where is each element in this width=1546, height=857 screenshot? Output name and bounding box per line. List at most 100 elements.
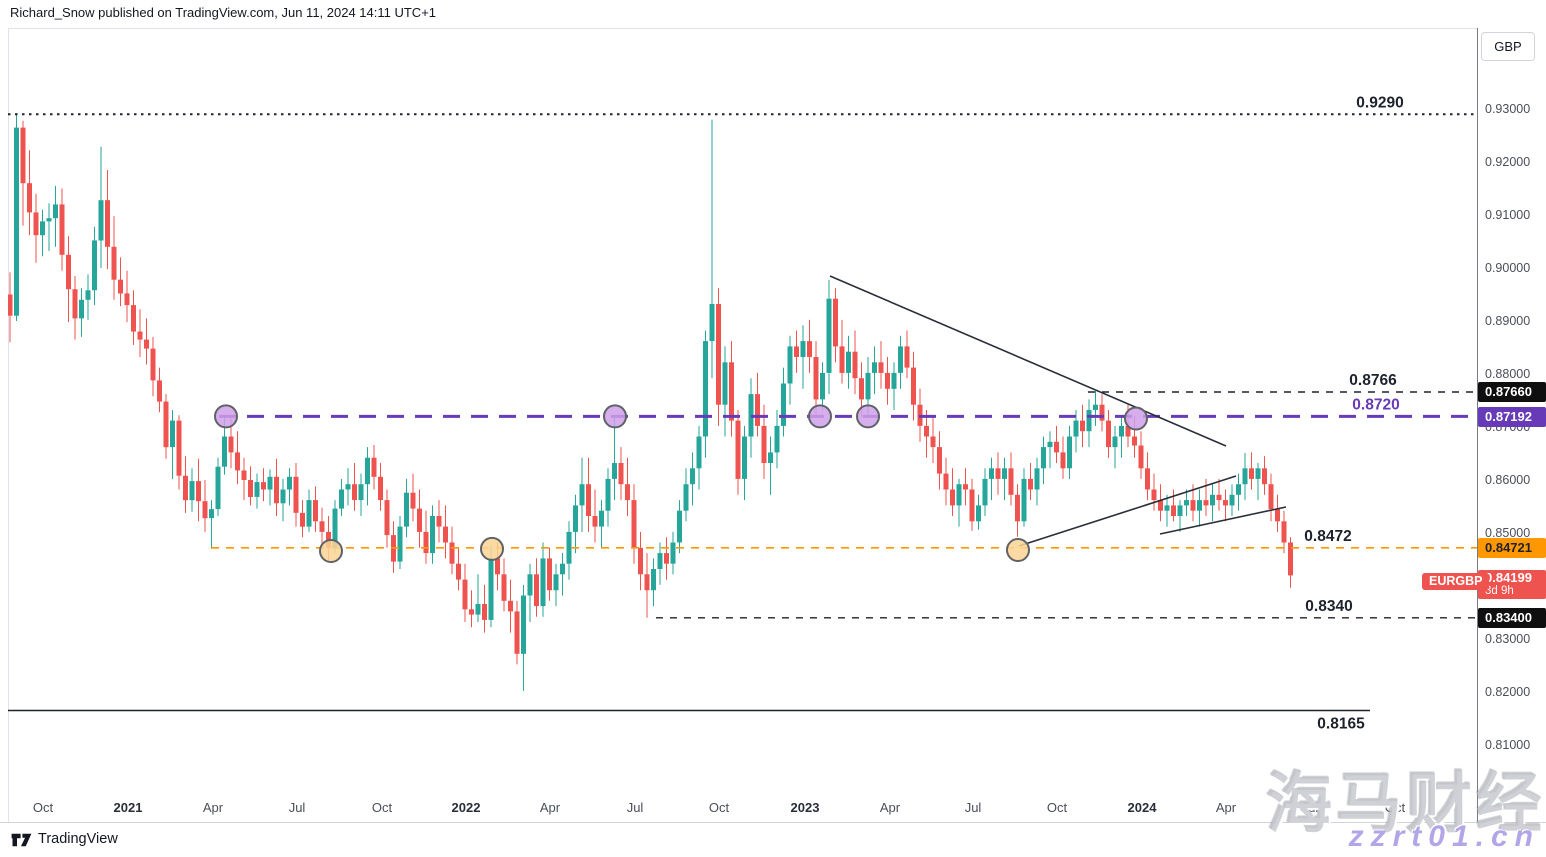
- candle: [540, 542, 546, 617]
- candle: [878, 341, 884, 389]
- candle: [118, 257, 123, 307]
- candle: [820, 362, 825, 410]
- candle: [183, 456, 188, 513]
- candle: [1047, 431, 1053, 469]
- candle: [1236, 473, 1241, 511]
- plot-top-border: [8, 28, 1477, 29]
- candle: [176, 415, 182, 490]
- candle: [215, 457, 221, 516]
- candle: [59, 188, 65, 271]
- candle: [1242, 453, 1248, 501]
- candle: [27, 150, 32, 236]
- candle: [846, 335, 851, 389]
- candle: [280, 478, 286, 522]
- support-marker-circle[interactable]: [480, 536, 504, 561]
- candle: [469, 590, 474, 628]
- candle: [1164, 494, 1170, 527]
- candle: [735, 410, 741, 495]
- candle: [365, 447, 370, 506]
- price-tick-label: 0.92000: [1485, 155, 1531, 169]
- price-tick-label: 0.93000: [1485, 102, 1531, 116]
- time-tick-label: Jul: [964, 800, 982, 815]
- candle: [430, 505, 435, 564]
- resistance-marker-circle[interactable]: [808, 404, 832, 429]
- candle: [1086, 399, 1092, 448]
- candle: [397, 516, 403, 569]
- candle: [625, 457, 630, 516]
- resistance-marker-circle[interactable]: [603, 404, 627, 429]
- candle: [566, 521, 572, 580]
- candle: [891, 362, 897, 410]
- candle: [670, 531, 676, 575]
- price-level-badge: 0.83400: [1478, 607, 1546, 628]
- candle: [1177, 500, 1183, 532]
- candle: [209, 500, 214, 549]
- currency-toggle-button[interactable]: GBP: [1481, 32, 1535, 61]
- trendline[interactable]: [1159, 506, 1287, 535]
- candle: [794, 330, 799, 373]
- trendline[interactable]: [829, 275, 1227, 447]
- candle: [976, 494, 981, 530]
- candle: [202, 480, 208, 532]
- time-tick-label: 2022: [451, 800, 481, 815]
- candle: [1158, 484, 1163, 522]
- trendline[interactable]: [1018, 475, 1237, 547]
- candle: [98, 146, 104, 268]
- candle: [1080, 404, 1085, 448]
- watermark-chinese: 海马财经: [1266, 766, 1546, 840]
- candle: [261, 468, 266, 502]
- time-scale[interactable]: Oct 2021 Apr Jul Oct 2022 Apr Jul Oct 2023 Apr Jul O…: [0, 794, 1546, 822]
- tradingview-brand-label[interactable]: TradingView: [38, 831, 118, 847]
- candle: [638, 531, 643, 591]
- candle: [644, 553, 650, 618]
- candle: [436, 500, 442, 543]
- footer-bar: TradingView: [0, 823, 1546, 857]
- candle: [586, 457, 591, 532]
- price-level-badge: 0.84721: [1478, 537, 1546, 558]
- watermark-url: zzrt01.cn: [1348, 820, 1540, 853]
- candle: [189, 468, 195, 512]
- bottom-separator: [0, 822, 1546, 823]
- candle: [46, 203, 52, 251]
- candle: [768, 436, 773, 495]
- candle: [105, 170, 110, 270]
- resistance-marker-circle[interactable]: [1124, 406, 1148, 431]
- candle: [1067, 425, 1072, 479]
- tradingview-logo-icon[interactable]: [10, 831, 33, 854]
- candle: [989, 457, 994, 501]
- candle: [911, 351, 916, 421]
- chart-canvas[interactable]: 0.9290 0.8766 0.8720 0.8472 0.8340 0.8165: [8, 28, 1477, 822]
- level-label-0.8165: 0.8165: [1317, 716, 1365, 733]
- time-tick-label: Apr: [879, 800, 901, 815]
- candle: [657, 542, 663, 585]
- candle: [254, 473, 260, 509]
- candle: [14, 113, 19, 321]
- candle: [781, 367, 786, 437]
- candle: [872, 346, 877, 395]
- candle: [969, 478, 975, 531]
- candle: [833, 288, 838, 363]
- candle: [1229, 484, 1235, 516]
- candle: [79, 288, 84, 337]
- price-tick-label: 0.89000: [1485, 314, 1531, 328]
- price-scale[interactable]: 0.93000 0.92000 0.91000 0.90000 0.89000 0.880…: [1478, 28, 1546, 822]
- support-marker-circle[interactable]: [1006, 538, 1030, 562]
- candle: [319, 507, 325, 548]
- resistance-marker-circle[interactable]: [856, 404, 880, 429]
- resistance-marker-circle[interactable]: [214, 404, 238, 429]
- support-marker-circle[interactable]: [319, 539, 343, 563]
- candle: [787, 335, 793, 405]
- candle: [1223, 489, 1228, 522]
- candle: [287, 468, 292, 506]
- candle: [404, 478, 409, 538]
- candle: [885, 357, 890, 405]
- candle: [131, 290, 136, 345]
- candle: [982, 468, 988, 516]
- time-tick-label: Oct: [1046, 800, 1068, 815]
- candle: [722, 346, 728, 437]
- candle: [1112, 425, 1118, 469]
- candle: [521, 584, 526, 691]
- candle: [417, 489, 422, 548]
- price-axis-separator: [1477, 28, 1478, 822]
